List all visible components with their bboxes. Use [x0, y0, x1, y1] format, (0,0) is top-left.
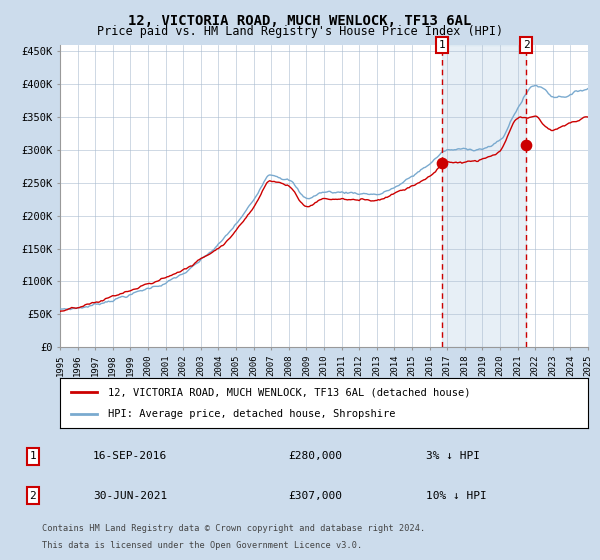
Text: This data is licensed under the Open Government Licence v3.0.: This data is licensed under the Open Gov…	[42, 541, 362, 550]
Text: 16-SEP-2016: 16-SEP-2016	[93, 451, 167, 461]
Text: 3% ↓ HPI: 3% ↓ HPI	[426, 451, 480, 461]
Text: 2: 2	[523, 40, 530, 50]
Text: 1: 1	[439, 40, 445, 50]
Point	[437, 158, 447, 167]
Text: 1: 1	[29, 451, 37, 461]
Text: 2: 2	[29, 491, 37, 501]
Text: Contains HM Land Registry data © Crown copyright and database right 2024.: Contains HM Land Registry data © Crown c…	[42, 524, 425, 533]
Text: 30-JUN-2021: 30-JUN-2021	[93, 491, 167, 501]
Bar	[442, 45, 526, 347]
Text: 10% ↓ HPI: 10% ↓ HPI	[426, 491, 487, 501]
Text: Price paid vs. HM Land Registry's House Price Index (HPI): Price paid vs. HM Land Registry's House …	[97, 25, 503, 38]
Text: £307,000: £307,000	[288, 491, 342, 501]
Text: 12, VICTORIA ROAD, MUCH WENLOCK, TF13 6AL (detached house): 12, VICTORIA ROAD, MUCH WENLOCK, TF13 6A…	[107, 387, 470, 397]
Text: HPI: Average price, detached house, Shropshire: HPI: Average price, detached house, Shro…	[107, 409, 395, 419]
Text: £280,000: £280,000	[288, 451, 342, 461]
Point	[521, 141, 531, 150]
Text: 12, VICTORIA ROAD, MUCH WENLOCK, TF13 6AL: 12, VICTORIA ROAD, MUCH WENLOCK, TF13 6A…	[128, 14, 472, 28]
